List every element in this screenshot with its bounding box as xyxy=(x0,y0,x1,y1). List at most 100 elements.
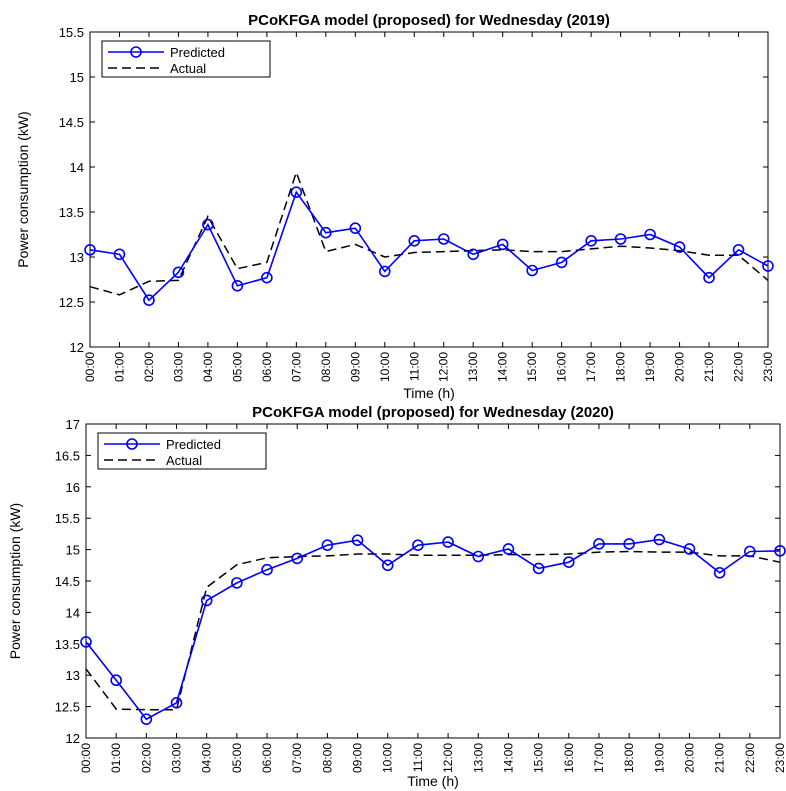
data-point-predicted xyxy=(320,226,332,239)
y-tick-label: 13.5 xyxy=(55,637,80,652)
x-tick-label: 09:00 xyxy=(351,743,365,773)
legend-box xyxy=(97,432,267,470)
x-tick-label: 07:00 xyxy=(289,352,303,382)
data-point-predicted xyxy=(703,271,715,284)
x-tick-label: 03:00 xyxy=(170,743,184,773)
data-point-predicted xyxy=(291,552,304,565)
data-point-predicted xyxy=(623,538,635,550)
data-point-predicted xyxy=(532,562,545,575)
legend-marker-predicted xyxy=(126,438,138,450)
x-tick-label: 21:00 xyxy=(713,743,727,773)
data-point-predicted xyxy=(202,218,214,231)
data-point-predicted xyxy=(231,279,244,292)
x-tick-label: 18:00 xyxy=(622,743,636,773)
data-point-predicted xyxy=(378,265,391,278)
x-tick-label: 11:00 xyxy=(411,743,425,772)
y-tick-label: 16 xyxy=(66,480,80,495)
data-point-predicted xyxy=(143,294,155,307)
x-tick-label: 08:00 xyxy=(320,743,334,773)
data-point-predicted xyxy=(585,235,597,247)
x-tick-label: 20:00 xyxy=(673,352,687,382)
data-point-predicted xyxy=(172,266,185,279)
data-point-predicted xyxy=(412,539,424,552)
x-tick-label: 00:00 xyxy=(83,352,97,382)
y-tick-label: 14 xyxy=(70,160,84,175)
plot-area xyxy=(89,31,769,348)
x-tick-label: 19:00 xyxy=(643,352,657,382)
data-point-predicted xyxy=(442,536,454,548)
x-tick-label: 15:00 xyxy=(532,743,546,773)
x-axis-label: Time (h) xyxy=(403,385,455,401)
data-point-predicted xyxy=(321,539,334,552)
x-tick-label: 17:00 xyxy=(592,743,606,773)
data-point-predicted xyxy=(200,594,213,607)
data-point-predicted xyxy=(381,559,394,572)
x-tick-label: 13:00 xyxy=(471,743,485,773)
x-tick-label: 12:00 xyxy=(441,743,455,773)
chart-title: PCoKFGA model (proposed) for Wednesday (… xyxy=(248,12,610,29)
x-tick-label: 00:00 xyxy=(79,743,93,773)
y-tick-label: 15 xyxy=(66,543,80,558)
x-tick-label: 02:00 xyxy=(142,352,156,382)
x-tick-label: 16:00 xyxy=(562,743,576,773)
data-point-predicted xyxy=(408,235,421,247)
x-tick-label: 03:00 xyxy=(171,352,185,382)
data-point-predicted xyxy=(593,538,605,550)
y-tick-label: 13 xyxy=(70,250,84,265)
y-tick-label: 12 xyxy=(66,731,80,746)
chart-panel-2: PCoKFGA model (proposed) for Wednesday (… xyxy=(7,404,786,789)
x-tick-label: 11:00 xyxy=(407,352,421,381)
x-tick-label: 04:00 xyxy=(201,352,215,382)
data-point-predicted xyxy=(744,545,756,558)
x-tick-label: 14:00 xyxy=(501,743,515,773)
data-point-predicted xyxy=(644,228,656,241)
x-tick-label: 17:00 xyxy=(584,352,598,382)
data-point-predicted xyxy=(653,533,666,546)
x-axis-label: Time (h) xyxy=(407,773,459,789)
y-tick-label: 15 xyxy=(70,70,84,85)
data-point-predicted xyxy=(683,543,696,555)
x-tick-label: 20:00 xyxy=(682,743,696,773)
x-tick-label: 13:00 xyxy=(466,352,480,382)
legend-label: Predicted xyxy=(170,45,225,60)
x-tick-label: 22:00 xyxy=(743,743,757,773)
y-tick-label: 15.5 xyxy=(59,25,84,40)
series-line-actual xyxy=(85,550,781,711)
x-tick-label: 10:00 xyxy=(378,352,392,382)
data-point-predicted xyxy=(673,241,686,253)
data-point-predicted xyxy=(555,256,568,269)
x-tick-label: 10:00 xyxy=(381,743,395,773)
y-tick-label: 13.5 xyxy=(59,205,84,220)
plot-area xyxy=(85,423,781,739)
x-tick-label: 08:00 xyxy=(319,352,333,382)
y-axis-label: Power consumption (kW) xyxy=(7,503,23,659)
data-point-predicted xyxy=(562,556,575,568)
data-point-predicted xyxy=(261,271,273,284)
data-point-predicted xyxy=(261,563,273,576)
data-point-predicted xyxy=(349,222,362,234)
x-tick-label: 19:00 xyxy=(652,743,666,773)
data-point-predicted xyxy=(290,186,303,198)
y-tick-label: 12.5 xyxy=(59,295,84,310)
x-tick-label: 12:00 xyxy=(437,352,451,382)
legend-box xyxy=(101,40,271,78)
data-point-predicted xyxy=(80,636,92,648)
x-tick-label: 23:00 xyxy=(761,352,775,382)
data-point-predicted xyxy=(732,244,745,256)
data-point-predicted xyxy=(170,697,183,709)
x-tick-label: 18:00 xyxy=(614,352,628,382)
x-tick-label: 21:00 xyxy=(702,352,716,382)
x-tick-label: 23:00 xyxy=(773,743,786,773)
data-point-predicted xyxy=(713,567,726,579)
x-tick-label: 22:00 xyxy=(732,352,746,382)
y-tick-label: 14.5 xyxy=(59,115,84,130)
data-point-predicted xyxy=(762,260,774,272)
data-point-predicted xyxy=(231,577,243,589)
data-point-predicted xyxy=(110,674,122,687)
legend-marker-predicted xyxy=(130,46,142,58)
legend-label: Predicted xyxy=(166,437,221,452)
y-tick-label: 14.5 xyxy=(55,574,80,589)
legend-label: Actual xyxy=(170,61,206,76)
x-tick-label: 05:00 xyxy=(230,352,244,382)
x-tick-label: 01:00 xyxy=(109,743,123,773)
